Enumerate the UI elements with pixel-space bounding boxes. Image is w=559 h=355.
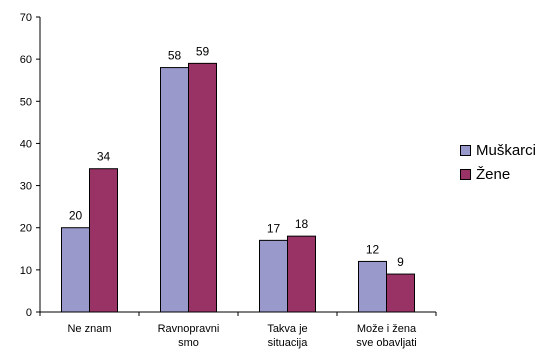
data-label: 34 [97,150,111,164]
x-category-label: Može i žena sve obavljati [356,323,417,349]
legend-label-zene: Žene [476,165,511,183]
y-tick-label: 50 [20,96,32,108]
bar-zene [287,235,316,313]
legend-swatch-zene [460,168,471,180]
bar-zene [386,273,415,313]
x-category-label: Ne znam [67,323,111,335]
bar-zene [89,168,118,313]
data-label: 18 [295,217,309,231]
y-tick-label: 0 [26,307,32,319]
legend-label-muskarci: Muškarci [476,141,537,159]
legend-swatch-muskarci [460,144,471,156]
bar-zene [188,62,217,313]
data-label: 9 [397,255,404,269]
y-tick-label: 60 [20,54,32,66]
x-axis: Ne znam Ravnopravni smo Takva je situacija Mo… [39,311,437,349]
y-tick-label: 20 [20,223,32,235]
y-tick-label: 70 [20,12,32,24]
data-label: 12 [366,242,380,256]
x-category-label: Takva je situacija [267,323,308,349]
legend-item-zene: Žene [460,162,536,186]
y-tick-label: 30 [20,181,32,193]
data-label: 17 [267,221,281,235]
data-label: 58 [168,49,182,63]
legend-item-muskarci: Muškarci [460,138,536,162]
bar-muskarci [160,67,189,313]
bar-muskarci [259,239,288,313]
x-category-label: Ravnopravni smo [158,323,220,349]
y-axis: 0 10 20 30 40 50 60 70 [20,12,41,319]
y-tick-label: 10 [20,265,32,277]
bar-muskarci [61,227,90,313]
bar-muskarci [358,260,387,313]
legend: Muškarci Žene [460,138,536,186]
data-labels: 20 34 58 59 17 18 12 9 [69,44,404,269]
data-label: 20 [69,209,83,223]
data-label: 59 [196,44,210,58]
bars [61,62,415,313]
y-tick-label: 40 [20,138,32,150]
